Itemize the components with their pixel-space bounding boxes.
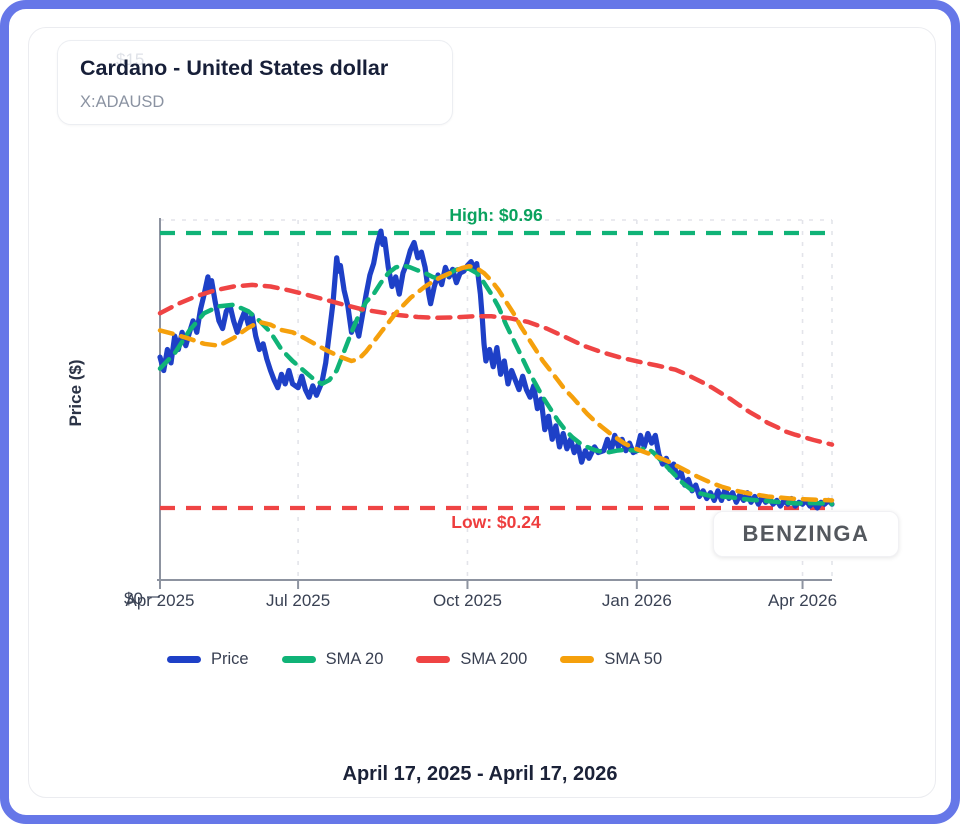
- page-title: Cardano - United States dollar: [80, 56, 389, 80]
- legend-label: SMA 50: [604, 650, 663, 668]
- legend-item-sma50: SMA 50: [560, 650, 662, 669]
- legend-item-sma20: SMA 20: [281, 650, 384, 669]
- legend-item-sma200: SMA 200: [416, 650, 527, 669]
- x-tick-label: Oct 2025: [432, 591, 502, 610]
- legend-label: SMA 20: [325, 650, 384, 668]
- legend-label: Price: [211, 650, 249, 668]
- y-axis-ghost-bottom-tick: $0: [124, 589, 143, 608]
- sma200-swatch: [416, 656, 451, 663]
- sma-20-line: [157, 263, 835, 507]
- x-tick-label: Jan 2026: [601, 591, 672, 610]
- benzinga-watermark: BENZINGA: [713, 511, 899, 557]
- legend: Price SMA 20 SMA 200 SMA 50: [167, 650, 662, 669]
- y-axis-title: Price ($): [66, 359, 85, 427]
- x-tick-label: Apr 2026: [768, 591, 838, 610]
- x-tick-label: Jul 2025: [265, 591, 331, 610]
- price-line: [157, 228, 835, 511]
- sma50-swatch: [560, 656, 595, 663]
- sma20-swatch: [281, 656, 316, 663]
- low-annotation: Low: $0.24: [451, 512, 541, 532]
- ticker-symbol: X:ADAUSD: [80, 93, 165, 111]
- title-chip: [57, 40, 453, 125]
- x-tick-label: Apr 2025: [125, 591, 195, 610]
- x-axis-tick-labels: Apr 2025 Jul 2025 Oct 2025 Jan 2026 Apr 2026: [0, 591, 960, 615]
- date-range-caption: April 17, 2025 - April 17, 2026: [342, 763, 618, 785]
- y-axis-ghost-top-tick: $15: [116, 50, 145, 69]
- chart-card: [28, 27, 936, 798]
- legend-label: SMA 200: [460, 650, 528, 668]
- price-swatch: [167, 656, 201, 663]
- high-annotation: High: $0.96: [449, 205, 543, 225]
- legend-item-price: Price: [167, 650, 249, 669]
- sma-200-line: [157, 282, 835, 447]
- sma-50-line: [157, 263, 835, 503]
